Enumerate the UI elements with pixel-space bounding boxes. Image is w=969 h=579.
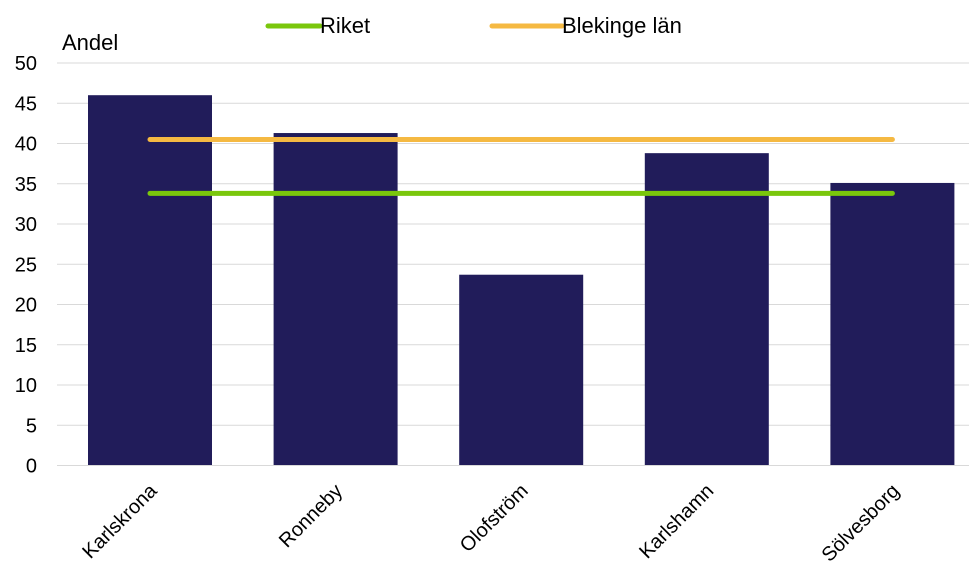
y-tick-label: 15: [15, 335, 37, 357]
y-tick-label: 5: [26, 415, 37, 437]
y-tick-label: 30: [15, 214, 37, 236]
y-tick-label: 20: [15, 295, 37, 317]
y-tick-labels: 0 5 10 15 20 25 30 35 40 45 50: [15, 53, 37, 478]
bars: [88, 95, 955, 466]
legend-label: Blekinge län: [562, 13, 682, 38]
y-tick-label: 0: [26, 456, 37, 478]
y-tick-label: 35: [15, 174, 37, 196]
y-tick-label: 10: [15, 375, 37, 397]
bar-karlskrona: [88, 95, 212, 466]
bar-olofstr-m: [459, 274, 584, 466]
y-tick-label: 50: [15, 53, 37, 75]
bar-karlshamn: [644, 153, 769, 466]
x-tick-label: Ronneby: [275, 480, 347, 552]
reference-lines: [147, 136, 895, 196]
y-tick-label: 45: [15, 93, 37, 115]
x-tick-label: Sölvesborg: [818, 480, 904, 566]
y-tick-label: 40: [15, 134, 37, 156]
x-tick-label: Karlshamn: [635, 480, 718, 563]
y-axis-label: Andel: [62, 30, 118, 55]
x-tick-label: Karlskrona: [78, 479, 162, 563]
bar-s-lvesborg: [830, 182, 955, 466]
legend: Riket Blekinge län: [265, 13, 682, 38]
x-tick-label: Olofström: [456, 480, 533, 557]
y-tick-label: 25: [15, 254, 37, 276]
legend-label: Riket: [320, 13, 370, 38]
bar-ronneby: [273, 133, 398, 466]
x-tick-labels: Karlskrona Ronneby Olofström Karlshamn Sölve…: [78, 479, 904, 566]
